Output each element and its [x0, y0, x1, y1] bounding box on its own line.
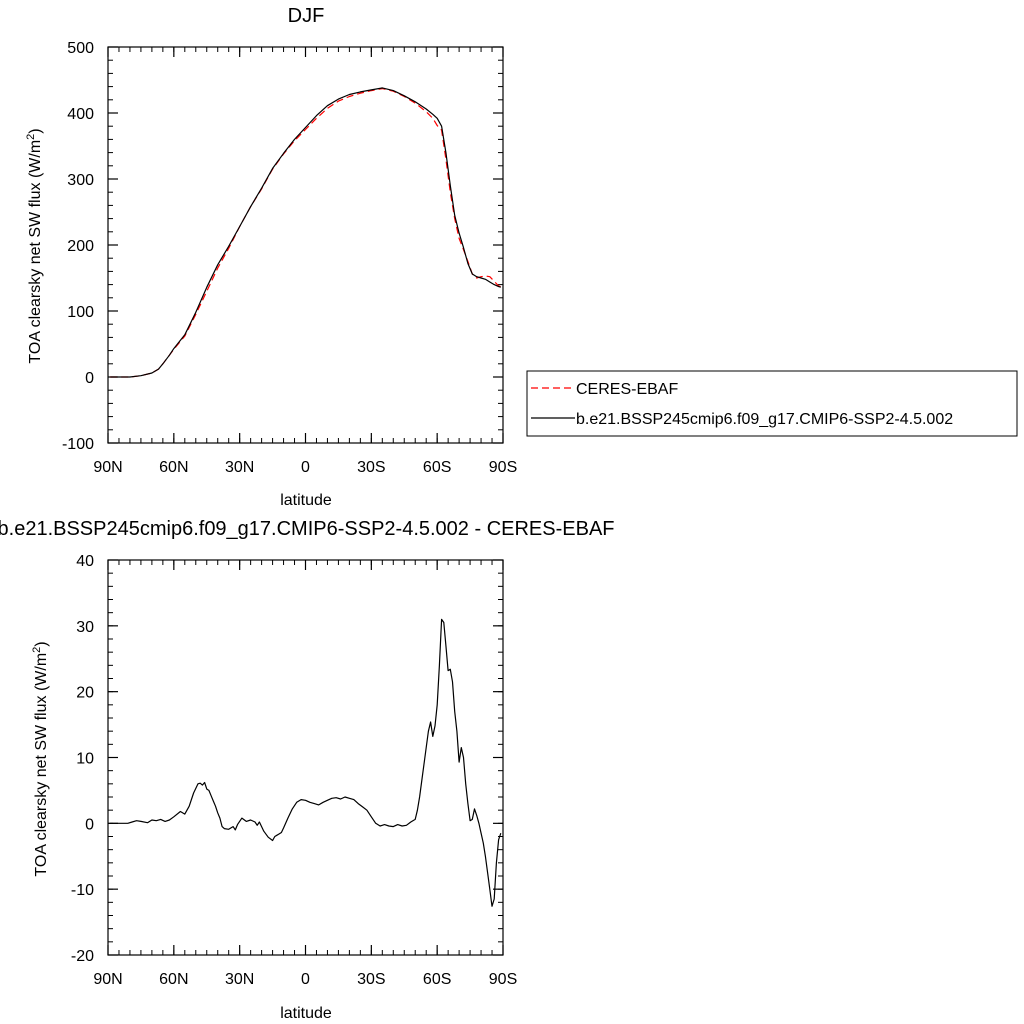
bottom-x-tick-label: 0 [301, 971, 310, 988]
top-y-tick-label: 300 [67, 172, 94, 189]
bottom-y-tick-label: 30 [76, 619, 94, 636]
bottom-y-axis-label-tail: ) [33, 641, 50, 646]
bottom-y-tick-label: -20 [71, 948, 94, 965]
top-x-tick-label: 90S [489, 459, 517, 476]
legend: CERES-EBAF b.e21.BSSP245cmip6.f09_g17.CM… [526, 370, 1018, 437]
bottom-chart-title: b.e21.BSSP245cmip6.f09_g17.CMIP6-SSP2-4.… [0, 518, 614, 540]
top-y-axis-label-main: TOA clearsky net SW flux (W/m [27, 140, 44, 364]
top-y-axis-label-tail: ) [27, 128, 44, 133]
bottom-y-tick-label: 10 [76, 751, 94, 768]
bottom-series-difference [110, 618, 502, 907]
top-y-axis-label: TOA clearsky net SW flux (W/m2) [25, 128, 44, 363]
top-plot-frame [107, 46, 504, 444]
top-chart-title: DJF [288, 5, 325, 27]
top-y-tick-label: 100 [67, 304, 94, 321]
bottom-y-tick-label: 40 [76, 553, 94, 570]
top-y-tick-label: 200 [67, 238, 94, 255]
top-series-model [110, 87, 501, 378]
bottom-x-tick-label: 90N [93, 971, 122, 988]
top-y-tick-label: 500 [67, 40, 94, 57]
top-line-chart: DJF -100 0 100 200 300 400 500 90N 60N 30N 0 30S 60S… [25, 5, 1018, 509]
bottom-y-tick-label: -10 [71, 882, 94, 899]
top-y-axis-label-sup: 2 [25, 134, 37, 140]
bottom-x-tick-label: 30S [357, 971, 385, 988]
legend-label-model: b.e21.BSSP245cmip6.f09_g17.CMIP6-SSP2-4.… [576, 411, 953, 428]
top-y-tick-label: 0 [85, 370, 94, 387]
bottom-y-axis-label-main: TOA clearsky net SW flux (W/m [33, 653, 50, 877]
legend-box [526, 370, 1018, 437]
legend-label-ceres: CERES-EBAF [576, 381, 678, 398]
top-y-tick-label: -100 [62, 436, 94, 453]
top-x-tick-label: 0 [301, 459, 310, 476]
top-y-tick-label: 400 [67, 106, 94, 123]
top-x-tick-label: 60N [159, 459, 188, 476]
bottom-x-tick-label: 30N [225, 971, 254, 988]
bottom-line-chart: b.e21.BSSP245cmip6.f09_g17.CMIP6-SSP2-4.… [0, 518, 614, 1022]
bottom-plot-area: -20 -10 0 10 20 30 40 90N 60N 30N 0 30S 60S 90S [71, 553, 517, 988]
top-x-axis-label: latitude [280, 492, 332, 509]
bottom-y-axis-label-sup: 2 [31, 647, 43, 653]
top-x-tick-label: 90N [93, 459, 122, 476]
bottom-x-tick-label: 60S [423, 971, 451, 988]
bottom-x-axis-label: latitude [280, 1005, 332, 1022]
top-x-tick-label: 60S [423, 459, 451, 476]
top-x-tick-label: 30N [225, 459, 254, 476]
bottom-y-axis-label: TOA clearsky net SW flux (W/m2) [31, 641, 50, 876]
bottom-plot-frame [107, 559, 504, 956]
top-plot-area: -100 0 100 200 300 400 500 90N 60N 30N 0 30S 60S 90S [62, 40, 517, 476]
bottom-y-tick-label: 0 [85, 816, 94, 833]
bottom-x-tick-label: 90S [489, 971, 517, 988]
top-x-tick-label: 30S [357, 459, 385, 476]
bottom-x-tick-label: 60N [159, 971, 188, 988]
bottom-y-tick-label: 20 [76, 685, 94, 702]
